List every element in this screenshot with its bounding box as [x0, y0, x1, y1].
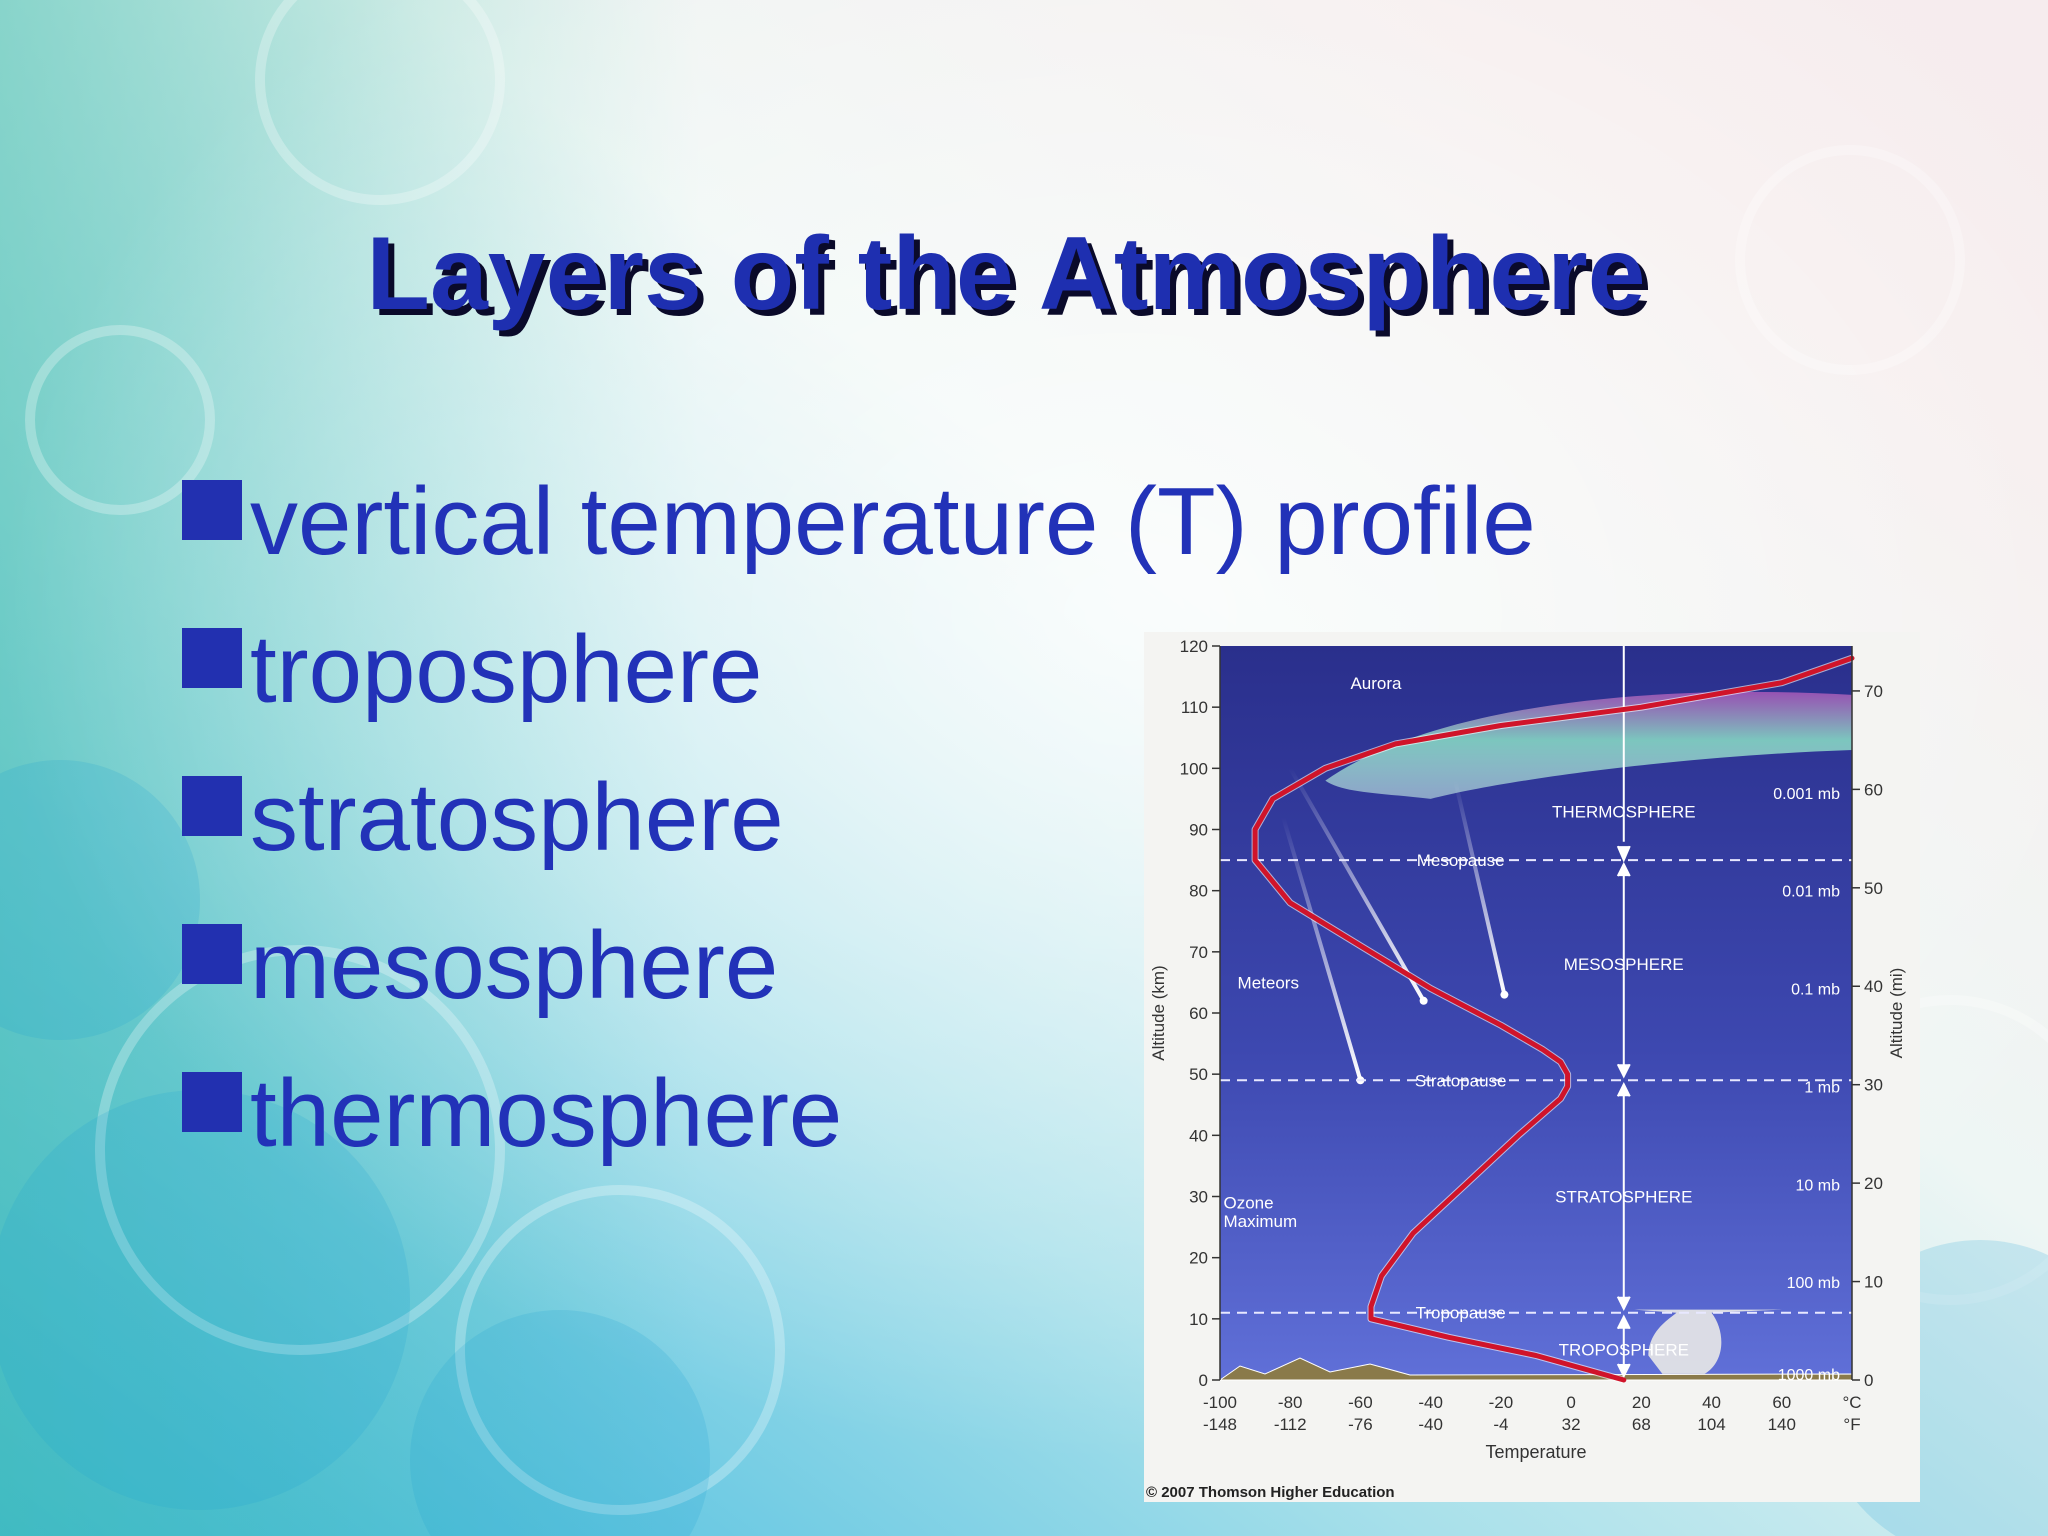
y-tick-label-km: 60: [1189, 1004, 1208, 1023]
y-tick-label-mi: 20: [1864, 1174, 1883, 1193]
layer-arrowhead: [1616, 861, 1631, 877]
pressure-label: 0.1 mb: [1791, 982, 1840, 999]
boundary-label: Stratopause: [1415, 1071, 1507, 1090]
x-tick-label-f: -4: [1493, 1415, 1508, 1434]
bullet-square-icon: [182, 480, 242, 540]
layer-arrowhead: [1616, 1314, 1631, 1330]
y-tick-label-km: 30: [1189, 1188, 1208, 1207]
thunderstorm-cloud: [1634, 1309, 1782, 1374]
x-tick-label-f: -148: [1203, 1415, 1237, 1434]
y-tick-label-km: 40: [1189, 1126, 1208, 1145]
ozone-label: Ozone: [1224, 1194, 1274, 1213]
pressure-label: 100 mb: [1787, 1275, 1840, 1292]
bullet-square-icon: [182, 1072, 242, 1132]
y-tick-label-mi: 70: [1864, 682, 1883, 701]
x-tick-label-c: 0: [1566, 1393, 1575, 1412]
y-tick-label-km: 120: [1180, 637, 1208, 656]
boundary-label: Tropopause: [1416, 1304, 1506, 1323]
atmosphere-temperature-chart: Tropopause Stratopause Mesopause TROPOSPHER…: [1144, 632, 1920, 1502]
copyright-footnote: © 2007 Thomson Higher Education: [1146, 1484, 1395, 1501]
y-tick-label-km: 80: [1189, 882, 1208, 901]
bullet-square-icon: [182, 628, 242, 688]
y-tick-label-km: 110: [1181, 698, 1208, 717]
layer-arrowhead: [1616, 1363, 1631, 1379]
x-tick-label-f: 68: [1632, 1415, 1651, 1434]
x-tick-label-f: -112: [1274, 1415, 1307, 1434]
y-tick-label-mi: 50: [1864, 879, 1883, 898]
bullet-text: vertical temperature (T) profile: [250, 468, 1536, 575]
x-tick-label-c: -60: [1348, 1393, 1373, 1412]
x-unit-f: °F: [1843, 1415, 1860, 1434]
bullet-item: vertical temperature (T) profile: [182, 462, 1682, 610]
bullet-text: stratosphere: [250, 764, 784, 871]
y-tick-label-km: 70: [1189, 943, 1208, 962]
slide-title: Layers of the Atmosphere: [366, 216, 1646, 332]
meteor-streak: [1281, 815, 1363, 1083]
x-tick-label-f: 104: [1697, 1415, 1725, 1434]
meteors-label: Meteors: [1238, 974, 1299, 993]
x-tick-label-c: -80: [1278, 1393, 1303, 1412]
pressure-label: 1000 mb: [1778, 1367, 1840, 1384]
aurora-label: Aurora: [1350, 674, 1402, 693]
ozone-label: Maximum: [1224, 1212, 1298, 1231]
bullet-item: thermosphere: [182, 1054, 1682, 1202]
y-axis-title-right: Altitude (mi): [1887, 968, 1906, 1059]
y-tick-label-mi: 40: [1864, 977, 1883, 996]
bullet-square-icon: [182, 776, 242, 836]
layer-label: THERMOSPHERE: [1552, 802, 1696, 821]
layer-arrowhead: [1616, 845, 1631, 863]
y-tick-label-mi: 60: [1864, 780, 1883, 799]
y-tick-label-mi: 30: [1864, 1076, 1883, 1095]
layer-arrowhead: [1616, 1296, 1631, 1311]
x-tick-label-c: 20: [1632, 1393, 1651, 1412]
bullet-list: vertical temperature (T) profile troposp…: [182, 462, 1682, 1202]
meteor-streak: [1288, 766, 1426, 1003]
bullet-square-icon: [182, 924, 242, 984]
meteor-streak: [1453, 778, 1507, 997]
meteor-head: [1500, 990, 1509, 999]
layer-label: MESOSPHERE: [1564, 955, 1684, 974]
bullet-text: mesosphere: [250, 912, 779, 1019]
x-tick-label-f: -40: [1418, 1415, 1443, 1434]
x-tick-label-c: 60: [1772, 1393, 1791, 1412]
layer-label: TROPOSPHERE: [1559, 1341, 1689, 1360]
y-tick-label-km: 0: [1199, 1371, 1208, 1390]
aurora-band: [1325, 691, 1852, 799]
boundary-label: Mesopause: [1417, 851, 1505, 870]
pressure-label: 0.001 mb: [1773, 786, 1840, 803]
y-tick-label-km: 20: [1189, 1249, 1208, 1268]
layer-arrowhead: [1616, 1063, 1631, 1079]
bullet-text: thermosphere: [250, 1060, 843, 1167]
x-tick-label-c: -40: [1418, 1393, 1443, 1412]
y-tick-label-km: 10: [1189, 1310, 1208, 1329]
pressure-label: 10 mb: [1796, 1177, 1841, 1194]
meteor-head: [1419, 996, 1428, 1005]
pressure-label: 0.01 mb: [1782, 884, 1840, 901]
bullet-item: mesosphere: [182, 906, 1682, 1054]
layer-label: STRATOSPHERE: [1555, 1188, 1692, 1207]
x-tick-label-c: -100: [1203, 1393, 1237, 1412]
y-tick-label-km: 90: [1189, 821, 1208, 840]
bullet-text: troposphere: [250, 616, 763, 723]
x-tick-label-c: 40: [1702, 1393, 1721, 1412]
y-tick-label-km: 100: [1180, 759, 1208, 778]
layer-arrowhead: [1616, 1082, 1631, 1097]
x-tick-label-c: -20: [1489, 1393, 1514, 1412]
y-tick-label-km: 50: [1189, 1065, 1208, 1084]
bullet-item: stratosphere: [182, 758, 1682, 906]
y-axis-title-left: Altitude (km): [1149, 965, 1168, 1060]
x-tick-label-f: -76: [1348, 1415, 1373, 1434]
x-tick-label-f: 140: [1768, 1415, 1796, 1434]
bullet-item: troposphere: [182, 610, 1682, 758]
y-tick-label-mi: 0: [1864, 1371, 1873, 1390]
x-unit-c: °C: [1842, 1393, 1861, 1412]
y-tick-label-mi: 10: [1864, 1273, 1883, 1292]
x-tick-label-f: 32: [1562, 1415, 1581, 1434]
pressure-label: 1 mb: [1804, 1079, 1840, 1096]
temperature-curve: [1252, 655, 1855, 1383]
x-axis-title: Temperature: [1485, 1442, 1586, 1462]
